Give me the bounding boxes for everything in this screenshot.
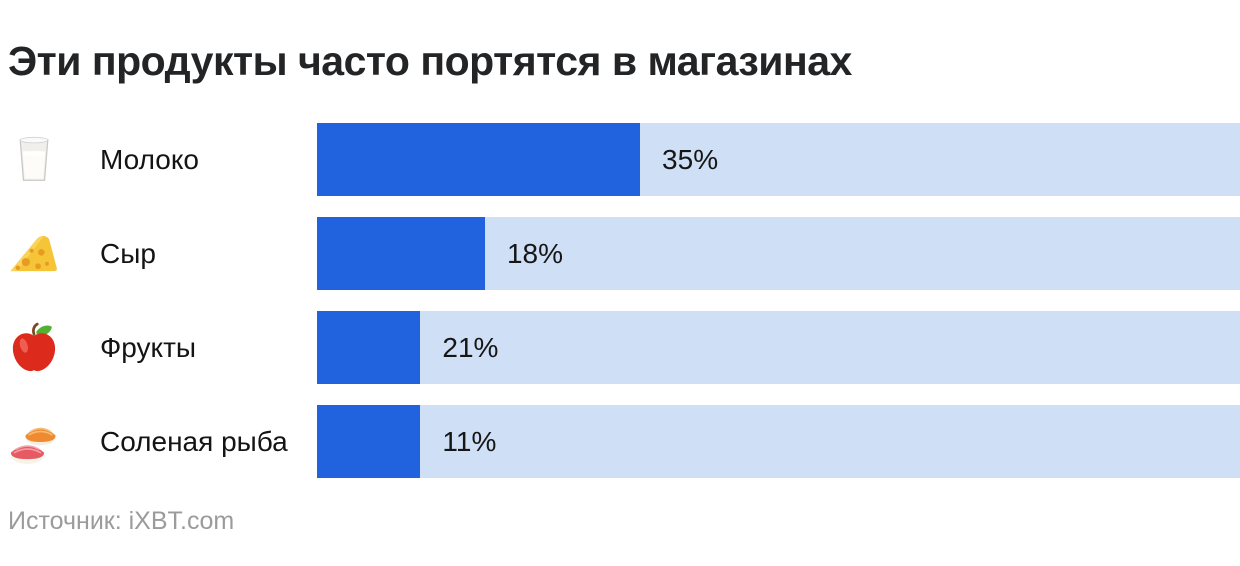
apple-icon [8, 322, 60, 374]
value-label: 11% [442, 425, 497, 457]
bar-track: 11% [317, 405, 1240, 478]
source-caption: Источник: iXBT.com [8, 507, 235, 535]
category-label: Соленая рыба [100, 425, 288, 457]
chart-title: Эти продукты часто портятся в магазинах [8, 38, 852, 84]
cheese-icon [8, 228, 60, 280]
sushi-icon [8, 416, 60, 468]
value-label: 18% [506, 237, 564, 269]
category-label: Сыр [100, 237, 156, 269]
value-label: 21% [442, 331, 499, 363]
chart-row: Фрукты 21% [0, 311, 1240, 384]
chart-row: Сыр 18% [0, 217, 1240, 290]
category-label: Фрукты [100, 331, 197, 363]
category-label: Молоко [100, 143, 199, 175]
chart-row: Молоко 35% [0, 123, 1240, 196]
bar-fill [317, 217, 485, 290]
bar-fill [317, 311, 421, 384]
value-label: 35% [662, 143, 719, 175]
chart-rows: Молоко 35% Сыр 18% Фрукты 21% Соленая ры… [0, 123, 1240, 499]
bar-fill [317, 123, 641, 196]
bar-track: 35% [317, 123, 1240, 196]
bar-fill [317, 405, 421, 478]
bar-track: 18% [317, 217, 1240, 290]
chart-row: Соленая рыба 11% [0, 405, 1240, 478]
bar-track: 21% [317, 311, 1240, 384]
milk-glass-icon [8, 134, 60, 186]
